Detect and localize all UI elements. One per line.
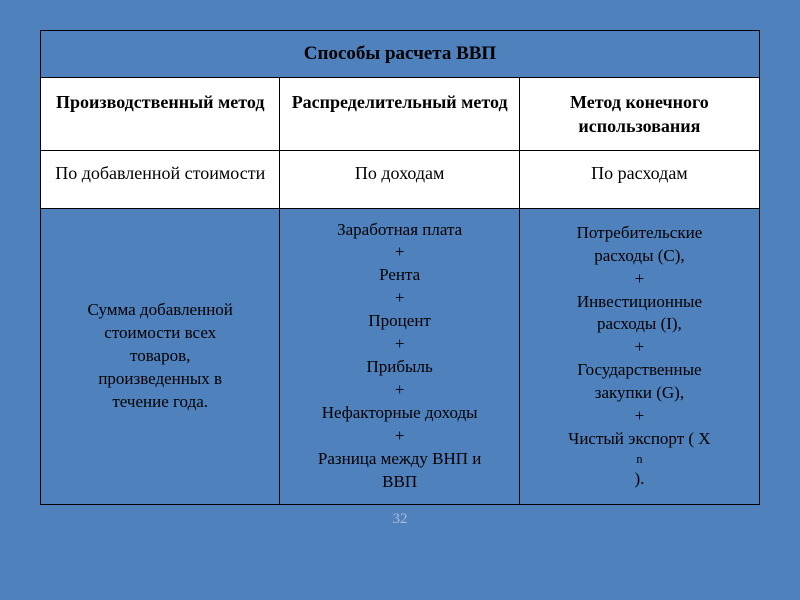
by-col-2: По расходам <box>519 151 759 208</box>
method-col-1: Распределительный метод <box>280 77 519 151</box>
method-col-2: Метод конечного использования <box>519 77 759 151</box>
content-col-2: Потребительскиерасходы (C),+Инвестиционн… <box>519 208 759 504</box>
gdp-methods-table: Способы расчета ВВП Производственный мет… <box>40 30 760 505</box>
page-number: 32 <box>40 511 760 528</box>
table-title-row: Способы расчета ВВП <box>41 31 760 78</box>
content-col-1: Заработная плата+Рента+Процент+Прибыль+Н… <box>280 208 519 504</box>
content-lines-2: Потребительскиерасходы (C),+Инвестиционн… <box>526 222 753 491</box>
method-by-row: По добавленной стоимости По доходам По р… <box>41 151 760 208</box>
content-col-0: Сумма добавленнойстоимости всехтоваров,п… <box>41 208 280 504</box>
content-lines-0: Сумма добавленнойстоимости всехтоваров,п… <box>47 299 273 414</box>
by-col-1: По доходам <box>280 151 519 208</box>
method-name-row: Производственный метод Распределительный… <box>41 77 760 151</box>
method-col-0: Производственный метод <box>41 77 280 151</box>
method-content-row: Сумма добавленнойстоимости всехтоваров,п… <box>41 208 760 504</box>
by-col-0: По добавленной стоимости <box>41 151 280 208</box>
content-lines-1: Заработная плата+Рента+Процент+Прибыль+Н… <box>286 219 512 494</box>
table-title: Способы расчета ВВП <box>41 31 760 78</box>
